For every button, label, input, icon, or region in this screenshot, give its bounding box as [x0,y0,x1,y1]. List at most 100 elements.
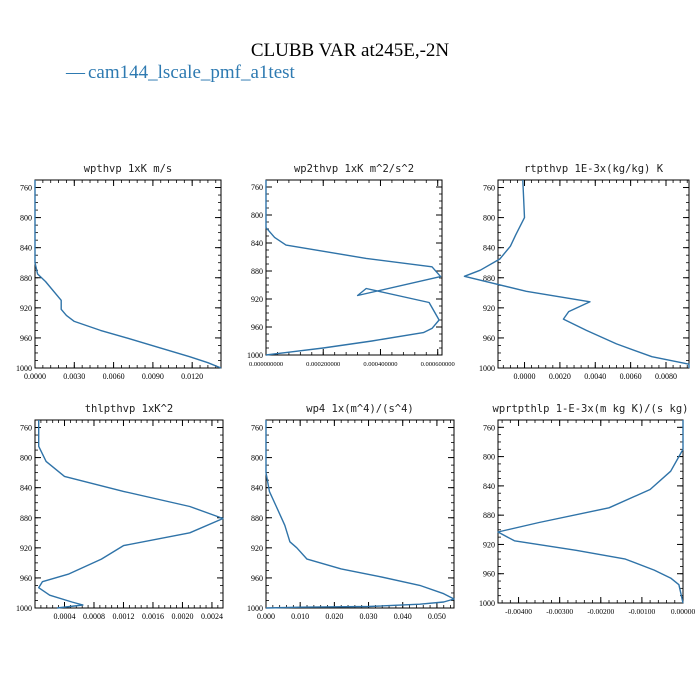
x-tick-label: -0.00200 [587,607,614,616]
subplot-1: wpthvp 1xK m/s 0.0000 0.0030 0.0060 0.0090 0.… [16,163,222,381]
y-tick-label: 960 [251,574,263,583]
x-tick-label: 0.000400000 [363,361,397,368]
x-tick-label: 0.0090 [142,372,164,381]
y-tick-label: 760 [251,183,263,192]
y-tick-label: 880 [483,274,495,283]
subplot-title: wprtpthlp 1-E-3x(m kg K)/(s kg) [493,403,689,415]
series-line [463,179,690,368]
y-tick-label: 960 [483,570,495,579]
x-tick-label: 0.010 [291,612,309,621]
plot-frame [34,419,224,609]
y-tick-label: 920 [20,544,32,553]
y-tick-label: 760 [483,423,495,432]
y-tick-label: 840 [483,244,495,253]
x-tick-label: 0.0024 [201,612,223,621]
plot-frame [497,179,690,369]
plot-frame [265,419,455,609]
series-line [265,180,442,356]
x-tick-label: 0.0000 [24,372,46,381]
y-tick-label: 800 [483,214,495,223]
y-tick-label: 920 [251,544,263,553]
y-tick-label: 760 [251,424,263,433]
x-tick-label: 0.0004 [53,612,75,621]
subplot-title: wp2thvp 1xK m^2/s^2 [294,163,414,175]
series-line [265,420,455,609]
y-tick-label: 760 [20,424,32,433]
subplot-6: wprtpthlp 1-E-3x(m kg K)/(s kg) -0.00400 -… [479,403,695,616]
x-tick-label: 0.030 [360,612,378,621]
series-line [38,420,224,609]
plot-frame [497,419,684,604]
y-tick-label: 880 [20,274,32,283]
x-tick-label: 0.000000000 [249,361,283,368]
y-tick-label: 920 [483,540,495,549]
y-tick-label: 800 [483,453,495,462]
legend-label: cam144_lscale_pmf_a1test [88,62,296,83]
y-tick-label: 760 [20,184,32,193]
y-tick-label: 880 [251,514,263,523]
subplot-2: wp2thvp 1xK m^2/s^2 0.000000000 0.00020000… [247,163,455,368]
y-tick-label: 960 [251,323,263,332]
x-tick-label: 0.0030 [63,372,85,381]
y-tick-label: 800 [251,454,263,463]
y-tick-label: 1000 [16,364,32,373]
subplot-title: wp4 1x(m^4)/(s^4) [306,403,413,415]
x-tick-label: 0.040 [394,612,412,621]
y-tick-label: 1000 [479,364,495,373]
series-line [497,420,684,604]
subplot-title: thlpthvp 1xK^2 [85,403,174,415]
x-tick-label: -0.00400 [505,607,532,616]
series-line [34,180,222,369]
x-tick-label: -0.00300 [546,607,573,616]
y-tick-label: 1000 [479,599,495,608]
x-tick-label: 0.0016 [142,612,164,621]
x-tick-label: 0.000 [257,612,275,621]
y-tick-label: 840 [251,239,263,248]
x-tick-label: 0.0020 [171,612,193,621]
x-tick-label: 0.00000 [671,607,696,616]
y-tick-label: 920 [483,304,495,313]
x-tick-label: -0.00100 [628,607,655,616]
x-tick-label: 0.0080 [655,372,677,381]
x-tick-label: 0.020 [325,612,343,621]
x-tick-label: 0.0000 [514,372,536,381]
x-tick-label: 0.050 [428,612,446,621]
y-tick-label: 840 [20,244,32,253]
y-tick-label: 1000 [247,351,263,360]
legend-line-marker: — [65,62,86,83]
subplot-4: thlpthvp 1xK^2 0.0004 0.0008 0.0012 0.0016 0.… [16,403,224,621]
plot-frame [265,179,443,356]
y-tick-label: 760 [483,184,495,193]
x-tick-label: 0.0020 [549,372,571,381]
y-tick-label: 840 [20,484,32,493]
x-tick-label: 0.0120 [181,372,203,381]
y-tick-label: 920 [20,304,32,313]
x-tick-label: 0.0012 [112,612,134,621]
y-tick-label: 800 [251,211,263,220]
y-tick-label: 800 [20,454,32,463]
subplot-title: rtpthvp 1E-3x(kg/kg) K [524,163,664,175]
subplot-title: wpthvp 1xK m/s [84,163,173,175]
x-tick-label: 0.0008 [83,612,105,621]
y-tick-label: 840 [251,484,263,493]
y-tick-label: 960 [20,574,32,583]
x-tick-label: 0.000200000 [306,361,340,368]
y-tick-label: 880 [20,514,32,523]
y-tick-label: 960 [20,334,32,343]
figure-title: CLUBB VAR at245E,-2N [251,40,450,61]
x-tick-label: 0.0060 [620,372,642,381]
y-tick-label: 880 [251,267,263,276]
y-tick-label: 800 [20,214,32,223]
plot-frame [34,179,222,369]
subplot-grid: wpthvp 1xK m/s 0.0000 0.0030 0.0060 0.0090 0.… [16,163,695,621]
x-tick-label: 0.0060 [103,372,125,381]
subplot-3: rtpthvp 1E-3x(kg/kg) K 0.0000 0.0020 0.0040… [463,163,690,381]
y-tick-label: 1000 [247,604,263,613]
y-tick-label: 1000 [16,604,32,613]
y-tick-label: 840 [483,482,495,491]
y-tick-label: 960 [483,334,495,343]
y-tick-label: 880 [483,511,495,520]
x-tick-label: 0.0040 [584,372,606,381]
y-tick-label: 920 [251,295,263,304]
